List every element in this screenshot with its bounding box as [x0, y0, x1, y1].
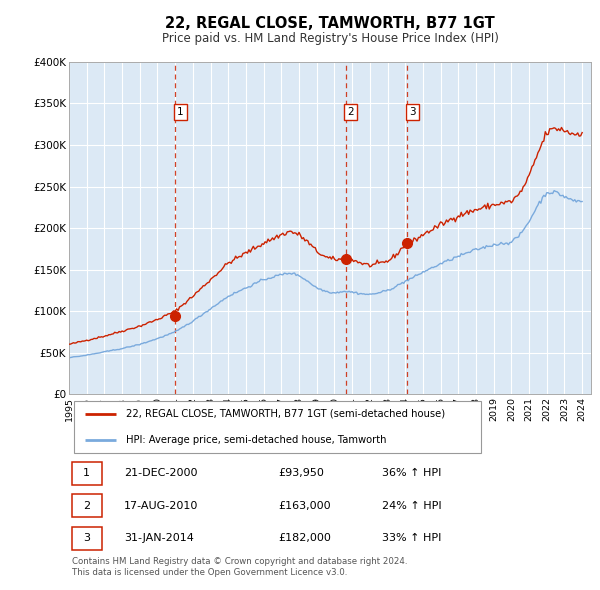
Text: Price paid vs. HM Land Registry's House Price Index (HPI): Price paid vs. HM Land Registry's House …	[161, 32, 499, 45]
Text: 1: 1	[177, 107, 184, 117]
Text: 22, REGAL CLOSE, TAMWORTH, B77 1GT: 22, REGAL CLOSE, TAMWORTH, B77 1GT	[165, 16, 495, 31]
Text: 24% ↑ HPI: 24% ↑ HPI	[382, 500, 442, 510]
Text: 1: 1	[83, 468, 90, 478]
Text: 31-JAN-2014: 31-JAN-2014	[124, 533, 194, 543]
FancyBboxPatch shape	[74, 401, 481, 453]
Text: Contains HM Land Registry data © Crown copyright and database right 2024.
This d: Contains HM Land Registry data © Crown c…	[71, 558, 407, 577]
Text: 17-AUG-2010: 17-AUG-2010	[124, 500, 198, 510]
FancyBboxPatch shape	[71, 527, 102, 550]
Text: 3: 3	[83, 533, 90, 543]
Text: 2: 2	[83, 500, 91, 510]
FancyBboxPatch shape	[71, 494, 102, 517]
Text: 3: 3	[409, 107, 416, 117]
Text: £182,000: £182,000	[278, 533, 331, 543]
Text: £93,950: £93,950	[278, 468, 323, 478]
Text: £163,000: £163,000	[278, 500, 331, 510]
Text: HPI: Average price, semi-detached house, Tamworth: HPI: Average price, semi-detached house,…	[127, 435, 387, 445]
Text: 33% ↑ HPI: 33% ↑ HPI	[382, 533, 442, 543]
Text: 2: 2	[347, 107, 353, 117]
Text: 22, REGAL CLOSE, TAMWORTH, B77 1GT (semi-detached house): 22, REGAL CLOSE, TAMWORTH, B77 1GT (semi…	[127, 409, 446, 419]
Text: 21-DEC-2000: 21-DEC-2000	[124, 468, 197, 478]
Text: 36% ↑ HPI: 36% ↑ HPI	[382, 468, 442, 478]
FancyBboxPatch shape	[71, 462, 102, 485]
